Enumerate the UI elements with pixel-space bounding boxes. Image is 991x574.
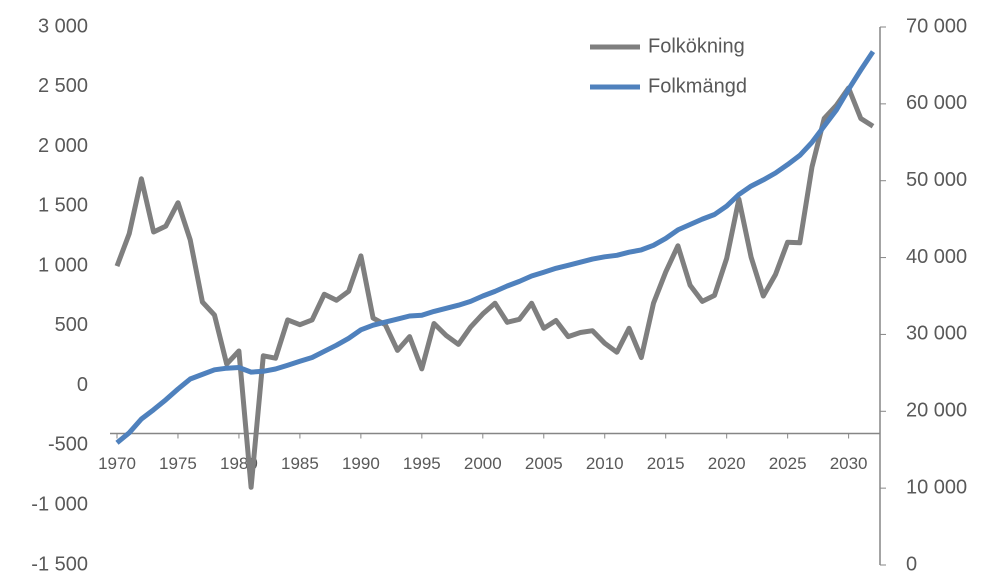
y-tick-label: 2 000 [38,135,88,157]
x-tick-label: 2020 [708,454,746,473]
y2-tick-label: 0 [906,553,917,574]
y-tick-label: 500 [55,314,88,336]
y-tick-label: 3 000 [38,15,88,37]
y-tick-label: 2 500 [38,75,88,97]
y-tick-label: 1 000 [38,254,88,276]
x-tick-label: 2025 [769,454,807,473]
y2-tick-label: 50 000 [906,169,967,191]
y-tick-label: 0 [77,374,88,396]
legend-label: Folkökning [648,35,745,57]
y-tick-label: -1 500 [31,553,88,574]
y2-tick-label: 40 000 [906,246,967,268]
series-line [114,85,875,490]
y2-tick-label: 60 000 [906,92,967,114]
x-tick-label: 2010 [586,454,624,473]
x-tick-label: 1995 [403,454,441,473]
y-tick-label: 1 500 [38,195,88,217]
legend-label: Folkmängd [648,75,747,97]
x-tick-label: 2015 [647,454,685,473]
x-tick-label: 1975 [159,454,197,473]
y2-tick-label: 10 000 [906,476,967,498]
y-tick-label: -500 [48,434,88,456]
x-tick-label: 1990 [342,454,380,473]
y2-tick-label: 70 000 [906,15,967,37]
x-tick-label: 1970 [98,454,136,473]
series-line [115,50,876,445]
y2-tick-label: 20 000 [906,400,967,422]
x-tick-label: 2005 [525,454,563,473]
y-tick-label: -1 000 [31,494,88,516]
x-tick-label: 2030 [830,454,868,473]
x-tick-label: 2000 [464,454,502,473]
y2-tick-label: 30 000 [906,323,967,345]
x-tick-label: 1985 [281,454,319,473]
